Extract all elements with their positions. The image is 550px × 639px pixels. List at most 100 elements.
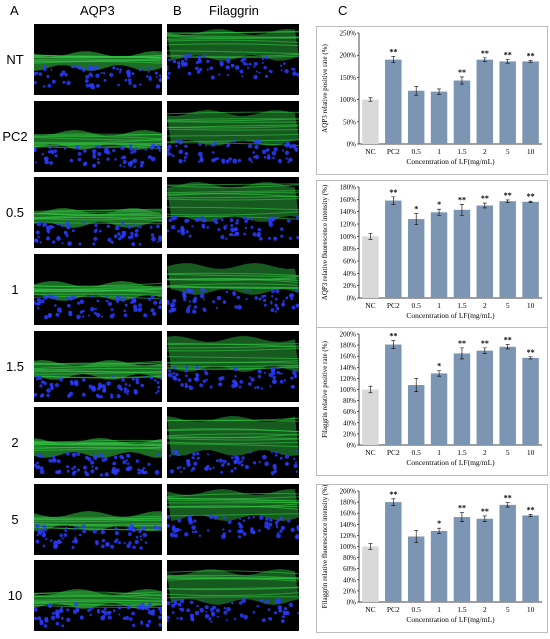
micrograph-image	[34, 177, 162, 248]
micrograph-filaggrin	[167, 331, 299, 402]
micrograph-image	[34, 254, 162, 325]
error-bar	[391, 340, 396, 349]
micrograph-aqp3	[34, 101, 162, 172]
error-bar	[505, 59, 510, 64]
error-bar	[368, 543, 373, 550]
significance-marker: *	[414, 205, 418, 214]
x-tick-label: 5	[506, 448, 510, 457]
x-tick-label: 1	[437, 301, 441, 310]
micrograph-filaggrin	[167, 177, 299, 248]
bar	[362, 389, 379, 445]
significance-marker: **	[389, 188, 397, 197]
y-tick-label: 40%	[343, 270, 356, 278]
bar-chart-3: 0% 20% 40% 60% 80% 100% 120% 140% 160% 180% 200% NC…	[316, 327, 548, 476]
significance-marker: **	[458, 504, 466, 513]
x-tick-label: 0.5	[412, 147, 422, 156]
y-tick-label: 20%	[343, 587, 356, 595]
error-bar	[437, 370, 442, 377]
y-tick-label: 180%	[340, 184, 357, 192]
bar	[430, 91, 448, 144]
y-tick-label: 200%	[340, 488, 357, 496]
y-axis-label: AQP3 relative fluorescence intensity (%)	[321, 184, 329, 300]
bar	[430, 530, 448, 602]
y-tick-label: 200%	[340, 331, 357, 339]
significance-marker: **	[527, 348, 535, 357]
bar	[385, 200, 402, 298]
significance-marker: **	[481, 49, 489, 58]
bar	[522, 201, 539, 298]
error-bar	[391, 56, 396, 64]
error-bar	[414, 530, 419, 543]
y-axis-label: AQP3 relative positive rate (%)	[321, 44, 329, 133]
micrograph-filaggrin	[167, 407, 299, 478]
y-tick-label: 0%	[347, 141, 357, 149]
x-tick-label: 1	[437, 448, 441, 457]
error-bar	[528, 514, 533, 517]
bar	[362, 236, 379, 298]
x-axis-label: Concentration of LF(mg/mL)	[406, 157, 495, 166]
bar	[407, 219, 425, 298]
bar-chart-1: 0% 50% 100% 150% 200% 250% NC ** PC2 0.5 1 ** 1.5 ** 2…	[316, 26, 548, 175]
significance-marker: **	[481, 339, 489, 348]
x-tick-label: NC	[365, 448, 375, 457]
significance-marker: **	[458, 339, 466, 348]
y-tick-label: 100%	[340, 233, 357, 241]
y-tick-label: 160%	[340, 196, 357, 204]
error-bar	[459, 76, 464, 85]
bar	[453, 517, 471, 602]
y-tick-label: 120%	[340, 375, 357, 383]
error-bar	[414, 85, 419, 96]
x-tick-label: 0.5	[412, 605, 422, 614]
row-label: 2	[11, 434, 19, 450]
bar-chart-2: 0% 20% 40% 60% 80% 100% 120% 140% 160% 180% NC ** PC…	[316, 180, 548, 329]
y-tick-label: 160%	[340, 510, 357, 518]
bar	[362, 546, 379, 602]
error-bar	[528, 200, 533, 203]
micrograph-image	[34, 407, 162, 478]
bar	[407, 90, 425, 144]
significance-marker: *	[437, 519, 441, 528]
x-tick-label: PC2	[387, 448, 400, 457]
x-tick-label: 10	[527, 605, 535, 614]
micrograph-image	[167, 101, 299, 172]
significance-marker: **	[389, 332, 397, 341]
micrograph-filaggrin	[167, 24, 299, 95]
y-tick-label: 40%	[343, 576, 356, 584]
x-tick-label: PC2	[387, 301, 400, 310]
micrograph-image	[167, 24, 299, 95]
row-label: 5	[11, 511, 19, 527]
micrograph-filaggrin	[167, 101, 299, 172]
x-tick-label: 10	[527, 301, 535, 310]
bar	[499, 346, 516, 445]
micrograph-image	[34, 484, 162, 555]
x-tick-label: 10	[527, 147, 535, 156]
error-bar	[482, 57, 487, 62]
error-bar	[505, 199, 510, 203]
y-tick-label: 80%	[343, 397, 356, 405]
bar	[430, 212, 448, 298]
bar	[453, 80, 471, 144]
x-axis-label: Concentration of LF(mg/mL)	[406, 311, 495, 320]
y-tick-label: 60%	[343, 408, 356, 416]
micrograph-aqp3	[34, 24, 162, 95]
x-tick-label: 10	[527, 448, 535, 457]
x-tick-label: 0.5	[412, 448, 422, 457]
micrograph-aqp3	[34, 407, 162, 478]
bar	[476, 205, 494, 298]
micrograph-filaggrin	[167, 484, 299, 555]
row-label: PC2	[2, 128, 28, 144]
micrograph-aqp3	[34, 484, 162, 555]
error-bar	[414, 378, 419, 393]
error-bar	[414, 213, 419, 225]
y-axis-label: Filaggrin relative fluorescence intensit…	[321, 485, 329, 608]
error-bar	[437, 527, 442, 535]
error-bar	[368, 97, 373, 102]
error-bar	[459, 512, 464, 522]
x-tick-label: 0.5	[412, 301, 422, 310]
y-tick-label: 0%	[347, 599, 357, 607]
significance-marker: **	[481, 507, 489, 516]
y-tick-label: 100%	[340, 386, 357, 394]
micrograph-image	[167, 331, 299, 402]
y-tick-label: 200%	[340, 52, 357, 60]
bar	[385, 502, 402, 602]
